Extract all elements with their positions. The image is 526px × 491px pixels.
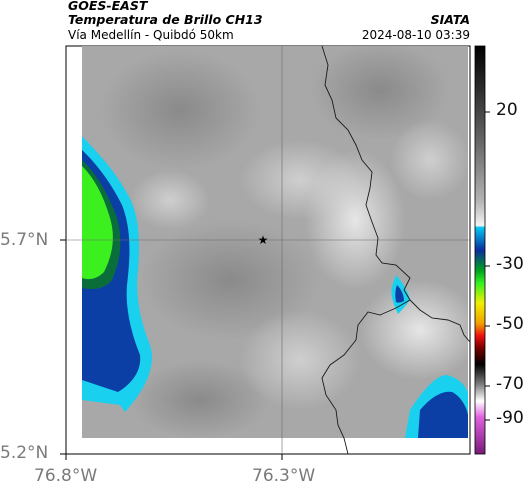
department-border-west [321, 45, 411, 455]
colorbar-label-minus-90: -90 [496, 408, 524, 428]
temperature-field [82, 46, 468, 438]
colorbar-label-minus-70: -70 [496, 374, 524, 394]
colorbar-ticks [485, 111, 490, 421]
colorbar-label-minus-50: -50 [496, 314, 524, 334]
colorbar-label-minus-30: -30 [496, 254, 524, 274]
axis-ticks [60, 239, 283, 460]
lat-label-5-2: 5.2°N [0, 443, 49, 463]
product-title: Temperatura de Brillo CH13 [68, 12, 263, 27]
colorbar-label-20: 20 [496, 100, 518, 120]
datetime-label: 2024-08-10 03:39 [361, 28, 470, 42]
satellite-title: GOES-EAST [68, 0, 148, 13]
lat-label-5-7: 5.7°N [0, 230, 49, 250]
star-icon: ★ [258, 233, 269, 247]
region-subtitle: Vía Medellín - Quibdó 50km [68, 28, 234, 42]
lon-label-76-3: 76.3°W [252, 466, 316, 486]
lon-label-76-8: 76.8°W [34, 466, 98, 486]
colorbar [474, 45, 486, 455]
department-border-east [409, 299, 471, 343]
organization-label: SIATA [430, 12, 470, 27]
